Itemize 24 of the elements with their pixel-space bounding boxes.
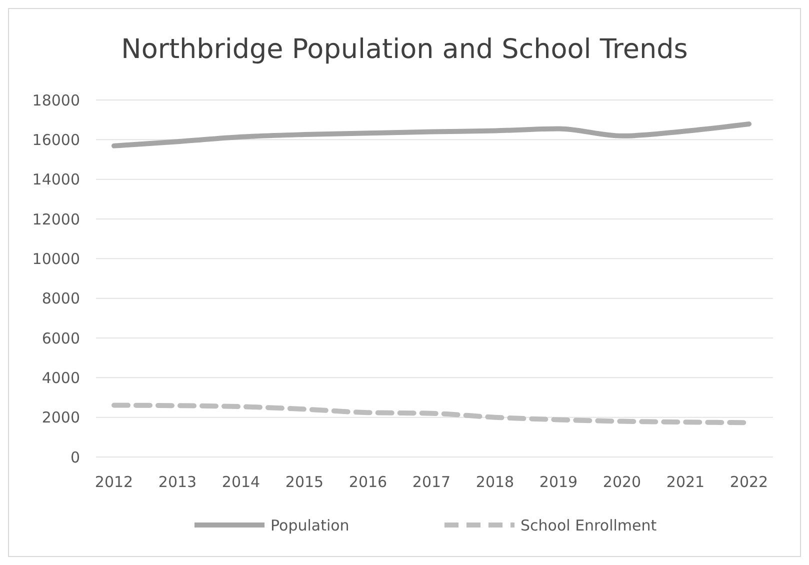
x-tick-label: 2014	[222, 473, 260, 491]
y-tick-label: 12000	[32, 210, 80, 228]
y-tick-label: 16000	[32, 130, 80, 149]
legend-label: Population	[270, 516, 350, 534]
y-tick-label: 14000	[32, 170, 80, 189]
x-tick-label: 2016	[348, 473, 388, 491]
x-tick-label: 2013	[158, 473, 197, 491]
x-tick-label: 2012	[94, 473, 134, 491]
x-tick-label: 2017	[412, 473, 451, 491]
chart-title: Northbridge Population and School Trends	[121, 34, 688, 65]
y-tick-label: 0	[70, 448, 80, 466]
y-tick-label: 18000	[32, 91, 80, 110]
y-tick-label: 4000	[42, 368, 80, 387]
x-tick-label: 2022	[730, 473, 768, 491]
x-tick-label: 2019	[539, 473, 578, 491]
x-tick-label: 2018	[476, 473, 514, 491]
y-tick-label: 10000	[32, 250, 80, 268]
legend-label: School Enrollment	[520, 516, 657, 534]
y-tick-label: 8000	[42, 290, 80, 308]
y-tick-label: 2000	[42, 408, 80, 427]
y-tick-label: 6000	[42, 329, 80, 348]
x-tick-label: 2015	[285, 473, 324, 491]
x-tick-label: 2021	[666, 473, 705, 491]
x-tick-label: 2020	[602, 473, 642, 491]
